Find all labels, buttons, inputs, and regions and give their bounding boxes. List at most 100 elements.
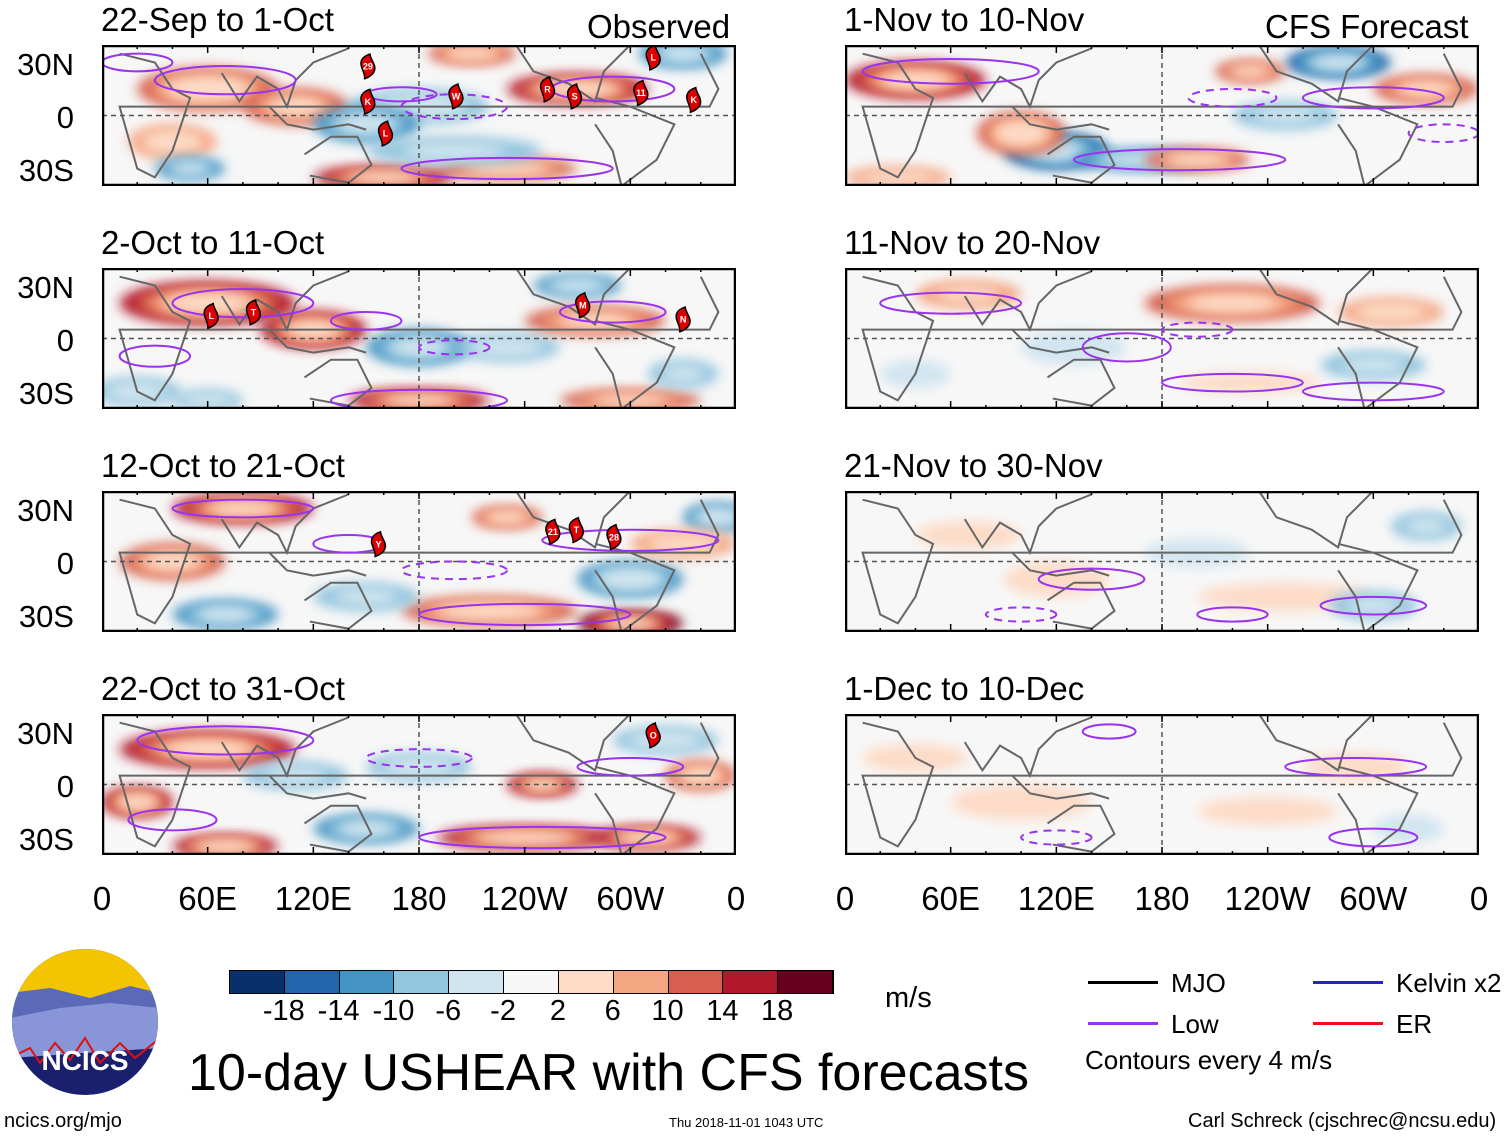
- tropical-cyclone-icon[interactable]: 11: [633, 79, 649, 107]
- tropical-cyclone-icon[interactable]: N: [675, 306, 691, 333]
- low-contour: [418, 825, 667, 850]
- panel-title: 1-Dec to 10-Dec: [844, 670, 1085, 707]
- shear-anomaly-area: [936, 285, 1000, 303]
- coastline: [515, 45, 632, 103]
- lat-tick-label: 30N: [17, 270, 74, 305]
- legend-line: [1313, 1022, 1383, 1025]
- shear-anomaly-area: [915, 520, 1022, 550]
- figure-title: 10-day USHEAR with CFS forecasts: [188, 1044, 1029, 1102]
- lat-tick-label: 30N: [17, 493, 74, 528]
- storm-label: L: [650, 53, 656, 63]
- lon-tick-label: 60W: [596, 880, 665, 917]
- low-contour: [136, 725, 315, 756]
- low-contour: [171, 288, 315, 319]
- footer-timestamp: Thu 2018-11-01 1043 UTC: [669, 1115, 824, 1130]
- lat-tick-label: 30S: [18, 153, 74, 188]
- coastline: [303, 358, 373, 407]
- storm-label: W: [452, 92, 461, 102]
- tropical-cyclone-icon[interactable]: L: [645, 45, 661, 71]
- panel-title: 12-Oct to 21-Oct: [101, 447, 345, 484]
- legend-label: ER: [1396, 1009, 1433, 1039]
- storm-label: N: [680, 315, 687, 325]
- colorbar: [229, 970, 834, 994]
- tropical-cyclone-icon[interactable]: K: [685, 86, 702, 114]
- low-contour: [102, 52, 174, 73]
- ncics-logo: NCICS: [12, 949, 158, 1095]
- shear-anomaly-area: [598, 568, 663, 590]
- map-panel: O: [102, 714, 736, 855]
- tropical-cyclone-icon[interactable]: W: [448, 83, 464, 110]
- tropical-cyclone-icon[interactable]: T: [568, 516, 584, 544]
- low-contour: [1328, 827, 1419, 848]
- storm-label: L: [383, 129, 389, 139]
- shear-anomaly-area: [1353, 302, 1428, 322]
- tropical-cyclone-icon[interactable]: K: [360, 88, 376, 116]
- forecast-header: CFS Forecast: [1265, 8, 1469, 45]
- coastline: [861, 275, 1463, 402]
- tropical-cyclone-icon[interactable]: 29: [360, 52, 376, 80]
- shear-anomaly-area: [470, 337, 545, 358]
- tropical-cyclone-icon[interactable]: 28: [606, 523, 622, 551]
- coastline: [220, 47, 349, 110]
- lon-tick-label: 120E: [1017, 880, 1095, 917]
- tropical-cyclone-icon[interactable]: S: [566, 83, 583, 110]
- lon-tick-label: 120W: [481, 880, 568, 917]
- lat-tick-label: 30S: [18, 376, 74, 411]
- low-contour: [1161, 321, 1234, 338]
- shear-anomaly-area: [593, 394, 667, 406]
- coastline: [861, 498, 1463, 625]
- coastline: [1046, 804, 1116, 853]
- shear-anomaly-area: [464, 162, 550, 175]
- colorbar-swatch: [613, 971, 669, 993]
- shear-anomaly-area: [334, 588, 398, 606]
- tropical-cyclone-icon[interactable]: Y: [370, 530, 387, 558]
- lon-tick-label: 120W: [1224, 880, 1311, 917]
- lon-tick-label: 60E: [921, 880, 981, 917]
- coastline: [515, 714, 632, 772]
- low-contour: [329, 388, 509, 409]
- tropical-cyclone-icon[interactable]: R: [539, 75, 556, 103]
- shear-anomaly-area: [551, 279, 604, 292]
- low-contour: [984, 606, 1058, 623]
- map-panel: [845, 714, 1479, 855]
- tropical-cyclone-icon[interactable]: L: [377, 120, 394, 147]
- shear-anomaly-area: [141, 129, 204, 155]
- coastline: [1337, 96, 1419, 186]
- map-panel: [845, 45, 1479, 186]
- coastline: [594, 319, 676, 409]
- lon-tick-label: 60E: [178, 880, 238, 917]
- shear-anomaly-area: [144, 552, 200, 571]
- tropical-cyclone-icon[interactable]: T: [245, 298, 262, 326]
- lon-tick-label: 180: [1134, 880, 1190, 917]
- shear-anomaly-area: [1346, 597, 1400, 615]
- coastline: [1258, 45, 1375, 103]
- shear-anomaly-area: [445, 47, 499, 61]
- shear-anomaly-area: [1197, 796, 1339, 826]
- shear-anomaly-area: [401, 142, 508, 160]
- colorbar-swatch: [394, 971, 450, 993]
- storm-label: K: [690, 95, 697, 105]
- map-panel: [845, 268, 1479, 409]
- tropical-cyclone-icon[interactable]: L: [203, 302, 219, 330]
- tropical-cyclone-icon[interactable]: O: [645, 721, 661, 749]
- tropical-cyclone-icon[interactable]: 21: [545, 518, 561, 546]
- low-contour: [1301, 381, 1445, 402]
- tropical-cyclone-icon[interactable]: M: [575, 291, 591, 319]
- storm-label: M: [579, 300, 587, 310]
- shear-anomaly-area: [1231, 65, 1269, 77]
- shear-anomaly-area: [1165, 153, 1229, 167]
- observed-header: Observed: [587, 8, 731, 45]
- legend-label: MJO: [1171, 968, 1226, 998]
- colorbar-swatch: [723, 971, 779, 993]
- colorbar-swatch: [778, 971, 833, 993]
- footer-url[interactable]: ncics.org/mjo: [4, 1110, 122, 1132]
- colorbar-swatch: [668, 971, 724, 993]
- shear-anomaly-area: [1302, 752, 1409, 781]
- shear-anomaly-area: [183, 392, 233, 408]
- map-panel: 29 K L W R S 11 L K: [102, 45, 736, 186]
- shear-anomaly-area: [994, 120, 1048, 146]
- storm-label: Y: [375, 539, 381, 549]
- low-contour: [400, 156, 614, 181]
- colorbar-label: -14: [317, 995, 360, 1027]
- colorbar-label: -2: [490, 995, 516, 1027]
